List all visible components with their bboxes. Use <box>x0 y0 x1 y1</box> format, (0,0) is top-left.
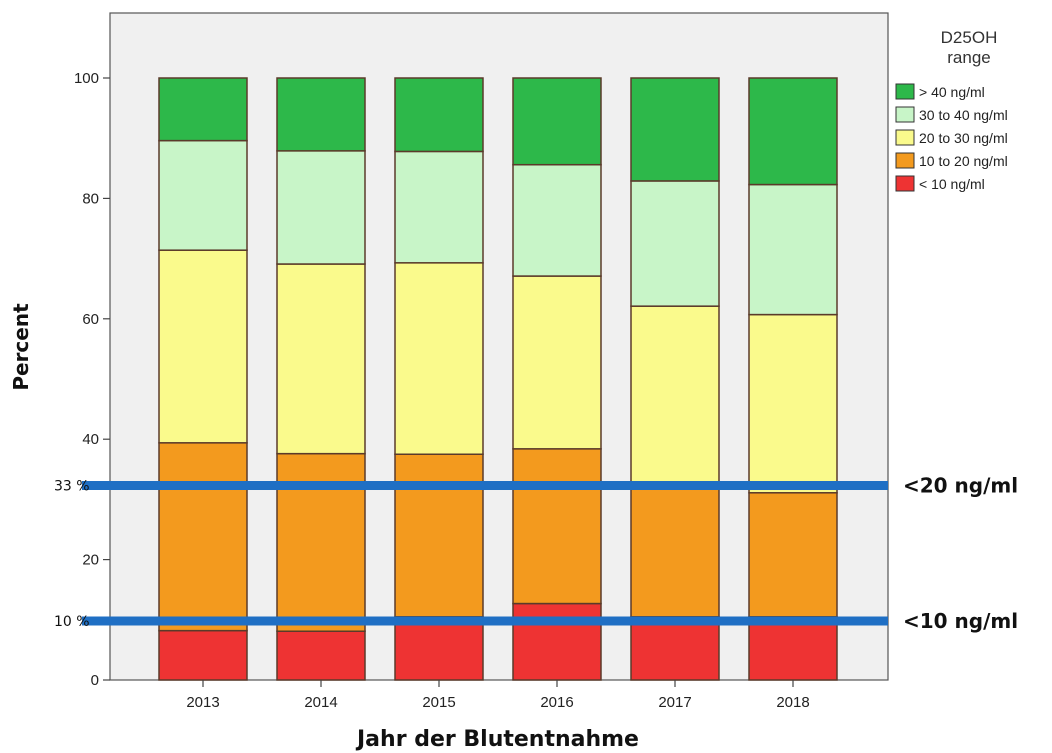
y-tick-label: 0 <box>91 672 99 689</box>
bar-segment <box>512 275 602 450</box>
reference-line-percent-label: 10 % <box>54 614 90 630</box>
y-tick-label: 80 <box>82 190 99 207</box>
bar-segment <box>276 452 366 632</box>
bar-segment <box>748 183 838 316</box>
bar-segment <box>748 77 838 186</box>
bar-segment <box>748 616 838 681</box>
bar-segment <box>394 262 484 455</box>
legend-swatch <box>895 83 915 100</box>
bar-segment <box>394 616 484 681</box>
legend-title: D25OH <box>941 28 998 47</box>
bar-segment <box>276 630 366 681</box>
bar-segment <box>276 150 366 265</box>
y-tick-label: 60 <box>82 311 99 328</box>
bar-segment <box>276 77 366 152</box>
bar-segment <box>512 163 602 277</box>
bar-segment <box>748 313 838 494</box>
x-tick-label: 2013 <box>186 694 219 711</box>
bar-segment <box>512 602 602 681</box>
bar-segment <box>158 442 248 632</box>
reference-lines: 33 % <20 ng/ml 10 % <10 ng/ml <box>54 474 1018 633</box>
bar-segment <box>630 180 720 307</box>
y-tick-label: 100 <box>74 70 99 87</box>
legend-swatch <box>895 129 915 146</box>
y-tick-label: 20 <box>82 552 99 569</box>
reference-line-percent-label: 33 % <box>54 479 90 495</box>
bar-segment <box>394 77 484 153</box>
x-tick-label: 2018 <box>776 694 809 711</box>
bar-segment <box>512 448 602 605</box>
y-tick-label: 40 <box>82 431 99 448</box>
legend-label: < 10 ng/ml <box>919 176 985 192</box>
x-tick-label: 2015 <box>422 694 455 711</box>
y-axis-title: Percent <box>9 303 33 391</box>
legend-label: 20 to 30 ng/ml <box>919 130 1008 146</box>
bar-segment <box>158 77 248 142</box>
legend-label: 30 to 40 ng/ml <box>919 107 1008 123</box>
bar-segment <box>158 139 248 251</box>
y-axis: 0 20 40 60 80 100 <box>74 70 110 689</box>
bar-segment <box>394 453 484 618</box>
legend-swatch <box>895 175 915 192</box>
reference-line-label: <20 ng/ml <box>903 474 1018 498</box>
x-tick-label: 2017 <box>658 694 691 711</box>
bar-segment <box>276 263 366 455</box>
x-tick-label: 2016 <box>540 694 573 711</box>
x-tick-label: 2014 <box>304 694 337 711</box>
legend-label: > 40 ng/ml <box>919 84 985 100</box>
reference-line-label: <10 ng/ml <box>903 609 1018 633</box>
bar-segment <box>748 492 838 618</box>
legend-swatch <box>895 106 915 123</box>
bar-segment <box>158 249 248 444</box>
bar-segment <box>630 77 720 182</box>
legend-label: 10 to 20 ng/ml <box>919 153 1008 169</box>
bar-segment <box>630 486 720 618</box>
bar-segment <box>394 150 484 264</box>
legend-swatch <box>895 152 915 169</box>
x-axis-title: Jahr der Blutentnahme <box>355 727 639 752</box>
bar-segment <box>158 629 248 681</box>
legend-title: range <box>947 48 990 67</box>
x-axis: 2013 2014 2015 2016 2017 2018 <box>186 680 810 711</box>
bar-segment <box>630 305 720 488</box>
bar-segment <box>630 616 720 681</box>
bar-segment <box>512 77 602 166</box>
